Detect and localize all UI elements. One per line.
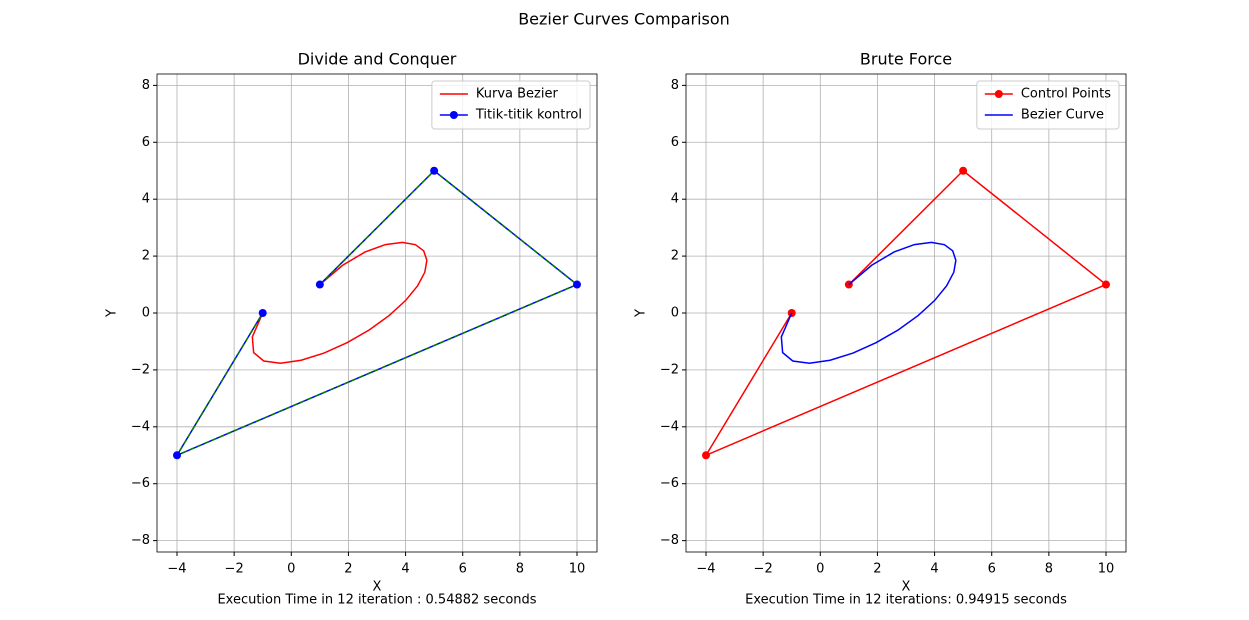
x-tick-label: −4 — [167, 562, 186, 577]
y-axis-label: Y — [105, 309, 120, 318]
series-overlay — [175, 169, 579, 457]
axes-frame — [156, 73, 598, 553]
y-tick-label: −6 — [131, 476, 150, 491]
footnote: Execution Time in 12 iteration : 0.54882… — [217, 593, 536, 608]
x-tick-label: −2 — [225, 562, 244, 577]
x-tick-label: −2 — [754, 562, 773, 577]
y-tick-label: −8 — [131, 533, 150, 548]
legend-marker — [449, 111, 458, 119]
y-tick-label: 8 — [142, 78, 150, 93]
legend-box — [976, 80, 1120, 130]
x-tick-label: 6 — [459, 562, 467, 577]
marker — [258, 309, 267, 317]
x-tick-label: 8 — [1045, 562, 1053, 577]
y-tick-label: −6 — [660, 476, 679, 491]
marker — [702, 451, 710, 460]
marker — [315, 280, 324, 289]
x-tick-label: 10 — [569, 562, 586, 577]
y-tick-label: −2 — [131, 362, 150, 377]
x-tick-label: 2 — [344, 562, 352, 577]
y-tick-label: −4 — [131, 419, 150, 434]
y-tick-label: 2 — [142, 249, 150, 264]
y-tick-label: 4 — [142, 192, 150, 207]
marker — [573, 280, 581, 289]
footnote: Execution Time in 12 iterations: 0.94915… — [745, 593, 1067, 608]
legend-label: Control Points — [1021, 87, 1111, 102]
x-tick-label: 0 — [287, 562, 295, 577]
marker — [1102, 280, 1110, 289]
x-tick-label: −4 — [696, 562, 715, 577]
x-tick-label: 4 — [930, 562, 938, 577]
series-line — [251, 241, 428, 364]
axes-frame — [685, 73, 1127, 553]
legend: Kurva Bezier Titik-titik kontrol — [431, 80, 591, 130]
x-axis-label: X — [373, 580, 382, 595]
marker — [173, 451, 181, 460]
x-axis-label: X — [902, 580, 911, 595]
y-tick-label: 6 — [671, 135, 679, 150]
y-tick-label: 6 — [142, 135, 150, 150]
y-tick-label: −4 — [660, 419, 679, 434]
figure-title: Bezier Curves Comparison — [518, 10, 730, 29]
axes-title: Brute Force — [860, 50, 952, 69]
y-tick-label: −2 — [660, 362, 679, 377]
y-tick-label: 0 — [671, 306, 679, 321]
series-line — [780, 241, 957, 364]
legend-label: Titik-titik kontrol — [475, 108, 582, 123]
x-tick-label: 6 — [988, 562, 996, 577]
x-tick-label: 10 — [1098, 562, 1115, 577]
legend: Control Points Bezier Curve — [976, 80, 1120, 130]
x-tick-label: 0 — [816, 562, 824, 577]
axes-title: Divide and Conquer — [298, 50, 457, 69]
legend-label: Kurva Bezier — [476, 87, 559, 102]
y-tick-label: 0 — [142, 306, 150, 321]
y-tick-label: 2 — [671, 249, 679, 264]
y-axis-label: Y — [634, 309, 649, 318]
y-tick-label: 4 — [671, 192, 679, 207]
marker — [959, 166, 968, 175]
marker — [430, 166, 439, 175]
x-tick-label: 8 — [516, 562, 524, 577]
x-tick-label: 2 — [873, 562, 881, 577]
x-tick-label: 4 — [401, 562, 409, 577]
y-tick-label: 8 — [671, 78, 679, 93]
legend-box — [431, 80, 591, 130]
legend-label: Bezier Curve — [1021, 108, 1104, 123]
y-tick-label: −8 — [660, 533, 679, 548]
legend-marker — [994, 90, 1003, 98]
